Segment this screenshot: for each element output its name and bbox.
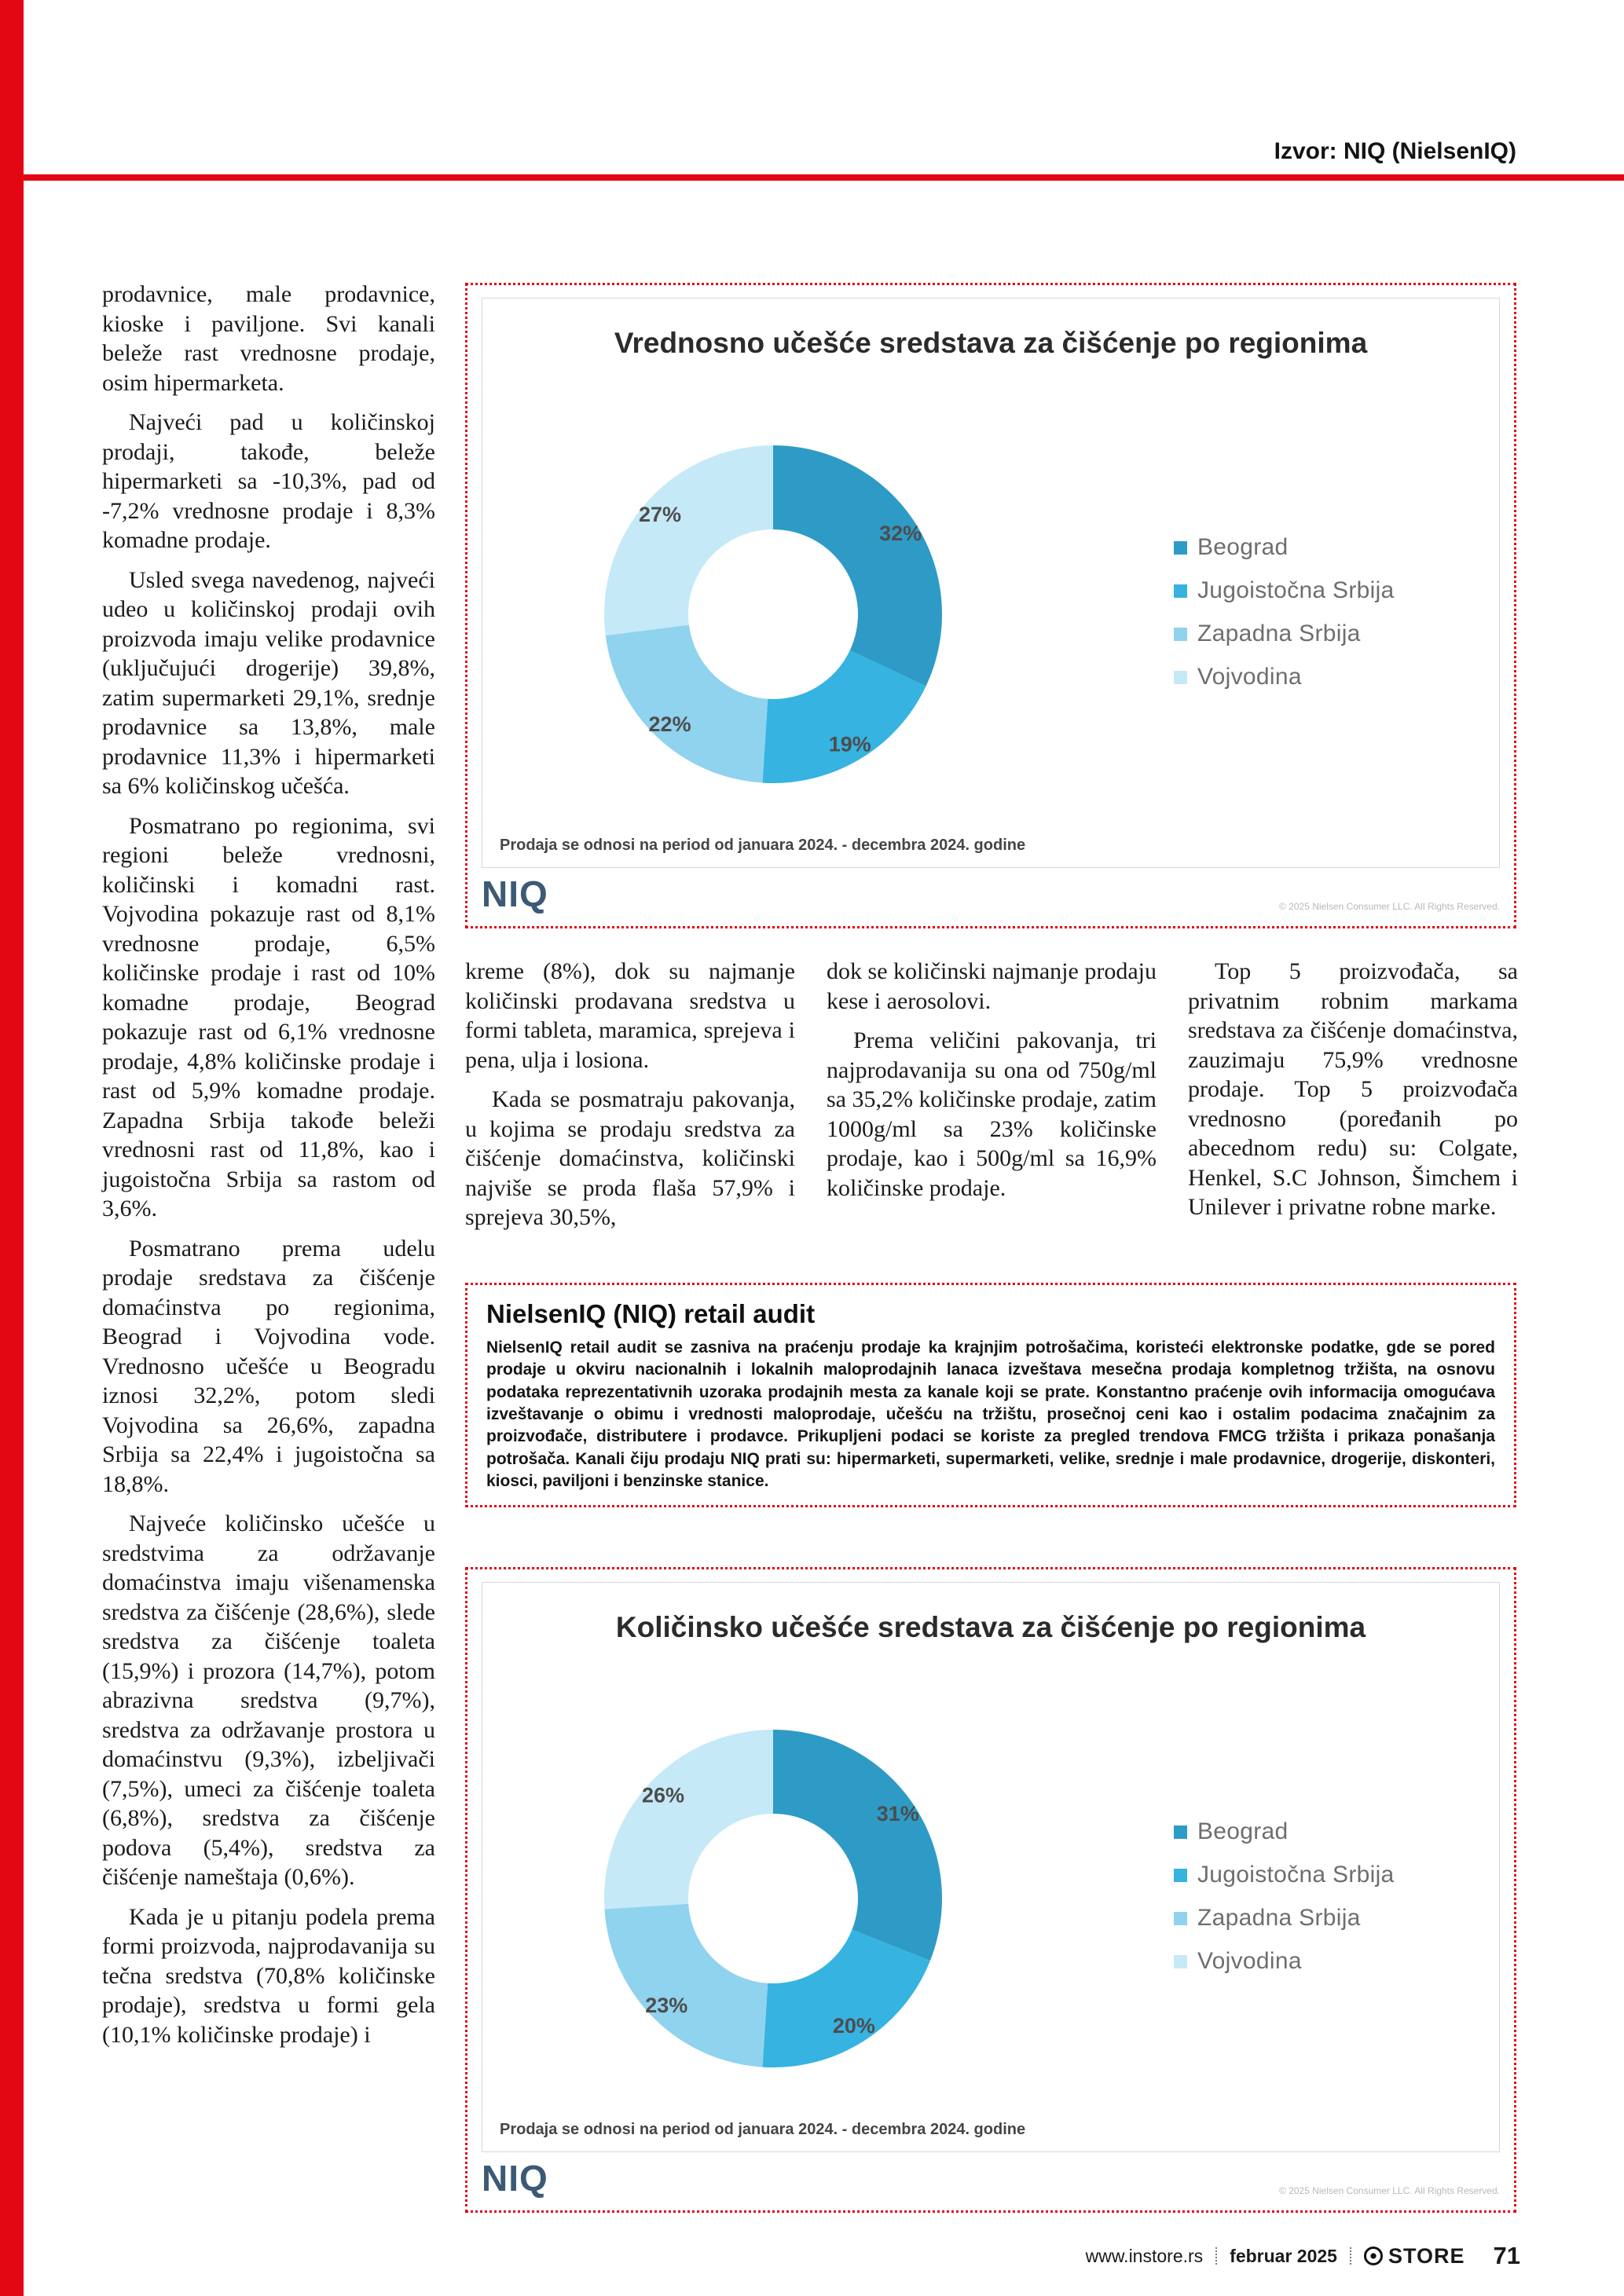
donut-slice bbox=[604, 1903, 768, 2067]
chart-panel: Količinsko učešće sredstava za čišćenje … bbox=[482, 1582, 1500, 2152]
left-red-bar bbox=[0, 0, 24, 2296]
retail-audit-title: NielsenIQ (NIQ) retail audit bbox=[486, 1299, 816, 1328]
niq-logo: NIQ bbox=[482, 2158, 548, 2199]
volume-share-chart-box: Količinsko učešće sredstava za čišćenje … bbox=[465, 1567, 1516, 2213]
paragraph: dok se količinski najmanje prodaju kese … bbox=[827, 958, 1157, 1014]
legend-item: Vojvodina bbox=[1174, 1948, 1395, 1975]
slice-percentage-label: 27% bbox=[639, 503, 681, 526]
legend-label: Beograd bbox=[1197, 1818, 1289, 1844]
footer-divider bbox=[1215, 2247, 1218, 2265]
paragraph: Usled svega navedenog, najveći udeo u ko… bbox=[102, 566, 435, 800]
donut-slice bbox=[762, 650, 926, 783]
source-label: Izvor: NIQ (NielsenIQ) bbox=[1274, 138, 1516, 164]
legend-item: Zapadna Srbija bbox=[1174, 621, 1395, 647]
legend-swatch-icon bbox=[1174, 1954, 1187, 1968]
niq-logo: NIQ bbox=[482, 873, 548, 914]
legend-item: Jugoistočna Srbija bbox=[1174, 1862, 1395, 1888]
donut-slice bbox=[762, 1929, 930, 2067]
legend-item: Beograd bbox=[1174, 1818, 1395, 1845]
legend-label: Jugoistočna Srbija bbox=[1197, 577, 1395, 603]
paragraph: Kada je u pitanju podela prema formi pro… bbox=[102, 1903, 435, 2048]
legend-swatch-icon bbox=[1174, 670, 1187, 684]
slice-percentage-label: 23% bbox=[645, 1994, 687, 2017]
middle-text-column-2: dok se količinski najmanje prodaju kese … bbox=[827, 957, 1157, 1213]
paragraph: Prema veličini pakovanja, tri najprodava… bbox=[827, 1027, 1157, 1201]
slice-percentage-label: 31% bbox=[877, 1802, 919, 1825]
legend-swatch-icon bbox=[1174, 540, 1187, 555]
instore-logo-icon bbox=[1363, 2247, 1383, 2265]
paragraph: Najveći pad u količinskoj prodaji, takođ… bbox=[102, 409, 435, 553]
legend-swatch-icon bbox=[1174, 584, 1187, 598]
footer-divider bbox=[1349, 2247, 1351, 2265]
chart-footer: NIQ © 2025 Nielsen Consumer LLC. All Rig… bbox=[482, 876, 1500, 912]
slice-percentage-label: 32% bbox=[879, 522, 922, 545]
donut-slice bbox=[773, 445, 942, 687]
legend-item: Beograd bbox=[1174, 534, 1395, 561]
magazine-name: STORE bbox=[1388, 2243, 1465, 2268]
footer-date: februar 2025 bbox=[1230, 2245, 1337, 2266]
paragraph: Kada se posmatraju pakovanja, u kojima s… bbox=[465, 1086, 795, 1230]
slice-percentage-label: 20% bbox=[833, 2014, 875, 2038]
legend-label: Zapadna Srbija bbox=[1197, 1905, 1361, 1931]
legend-label: Vojvodina bbox=[1197, 1948, 1302, 1974]
legend-swatch-icon bbox=[1174, 1825, 1187, 1839]
chart-legend: Beograd Jugoistočna Srbija Zapadna Srbija V… bbox=[1174, 534, 1395, 690]
slice-percentage-label: 22% bbox=[649, 712, 691, 736]
paragraph: prodavnice, male prodavnice, kioske i pa… bbox=[102, 281, 435, 396]
top-red-rule bbox=[24, 174, 1624, 181]
chart-caption: Prodaja se odnosi na period od januara 2… bbox=[500, 837, 1026, 854]
chart-footer: NIQ © 2025 Nielsen Consumer LLC. All Rig… bbox=[482, 2160, 1500, 2196]
value-share-chart-box: Vrednosno učešće sredstava za čišćenje p… bbox=[465, 283, 1516, 928]
paragraph: Posmatrano po regionima, svi regioni bel… bbox=[102, 812, 435, 1222]
legend-label: Beograd bbox=[1197, 534, 1289, 560]
chart-caption: Prodaja se odnosi na period od januara 2… bbox=[500, 2121, 1026, 2138]
chart-title: Vrednosno učešće sredstava za čišćenje p… bbox=[614, 327, 1368, 359]
middle-text-column-3: Top 5 proizvođača, sa privatnim robnim m… bbox=[1188, 957, 1518, 1232]
chart-title: Količinsko učešće sredstava za čišćenje … bbox=[615, 1611, 1366, 1643]
chart-panel: Vrednosno učešće sredstava za čišćenje p… bbox=[482, 298, 1500, 868]
paragraph: kreme (8%), dok su najmanje količinski p… bbox=[465, 958, 795, 1073]
legend-item: Vojvodina bbox=[1174, 664, 1395, 690]
donut-chart: 31% 20% 23% 26% bbox=[577, 1702, 970, 2095]
copyright-fine-print: © 2025 Nielsen Consumer LLC. All Rights … bbox=[1279, 901, 1500, 912]
legend-label: Jugoistočna Srbija bbox=[1197, 1862, 1395, 1888]
donut-chart: 32% 19% 22% 27% bbox=[577, 418, 970, 811]
donut-slice bbox=[605, 624, 768, 783]
legend-swatch-icon bbox=[1174, 1868, 1187, 1882]
footer-website: www.instore.rs bbox=[1085, 2245, 1204, 2266]
legend-label: Vojvodina bbox=[1197, 664, 1302, 690]
paragraph: Najveće količinsko učešće u sredstvima z… bbox=[102, 1511, 435, 1890]
legend-item: Zapadna Srbija bbox=[1174, 1905, 1395, 1932]
paragraph: Top 5 proizvođača, sa privatnim robnim m… bbox=[1188, 958, 1518, 1220]
paragraph: Posmatrano prema udelu prodaje sredstava… bbox=[102, 1235, 435, 1497]
donut-slice bbox=[773, 1730, 942, 1961]
donut-slice bbox=[604, 445, 773, 635]
copyright-fine-print: © 2025 Nielsen Consumer LLC. All Rights … bbox=[1279, 2185, 1500, 2196]
legend-swatch-icon bbox=[1174, 627, 1187, 641]
slice-percentage-label: 19% bbox=[829, 732, 871, 756]
donut-slice bbox=[604, 1730, 773, 1910]
left-text-column: prodavnice, male prodavnice, kioske i pa… bbox=[102, 280, 435, 2060]
chart-legend: Beograd Jugoistočna Srbija Zapadna Srbija V… bbox=[1174, 1818, 1395, 1975]
legend-label: Zapadna Srbija bbox=[1197, 621, 1361, 646]
retail-audit-box: NielsenIQ (NIQ) retail audit NielsenIQ r… bbox=[465, 1283, 1516, 1508]
retail-audit-body: NielsenIQ retail audit se zasniva na pra… bbox=[486, 1338, 1495, 1491]
page-footer: www.instore.rs februar 2025 STORE 71 bbox=[1086, 2242, 1520, 2270]
slice-percentage-label: 26% bbox=[642, 1784, 684, 1807]
page-number: 71 bbox=[1493, 2242, 1520, 2269]
legend-swatch-icon bbox=[1174, 1911, 1187, 1925]
middle-text-column-1: kreme (8%), dok su najmanje količinski p… bbox=[465, 957, 795, 1243]
legend-item: Jugoistočna Srbija bbox=[1174, 577, 1395, 604]
instore-magazine-logo: STORE bbox=[1363, 2243, 1465, 2269]
